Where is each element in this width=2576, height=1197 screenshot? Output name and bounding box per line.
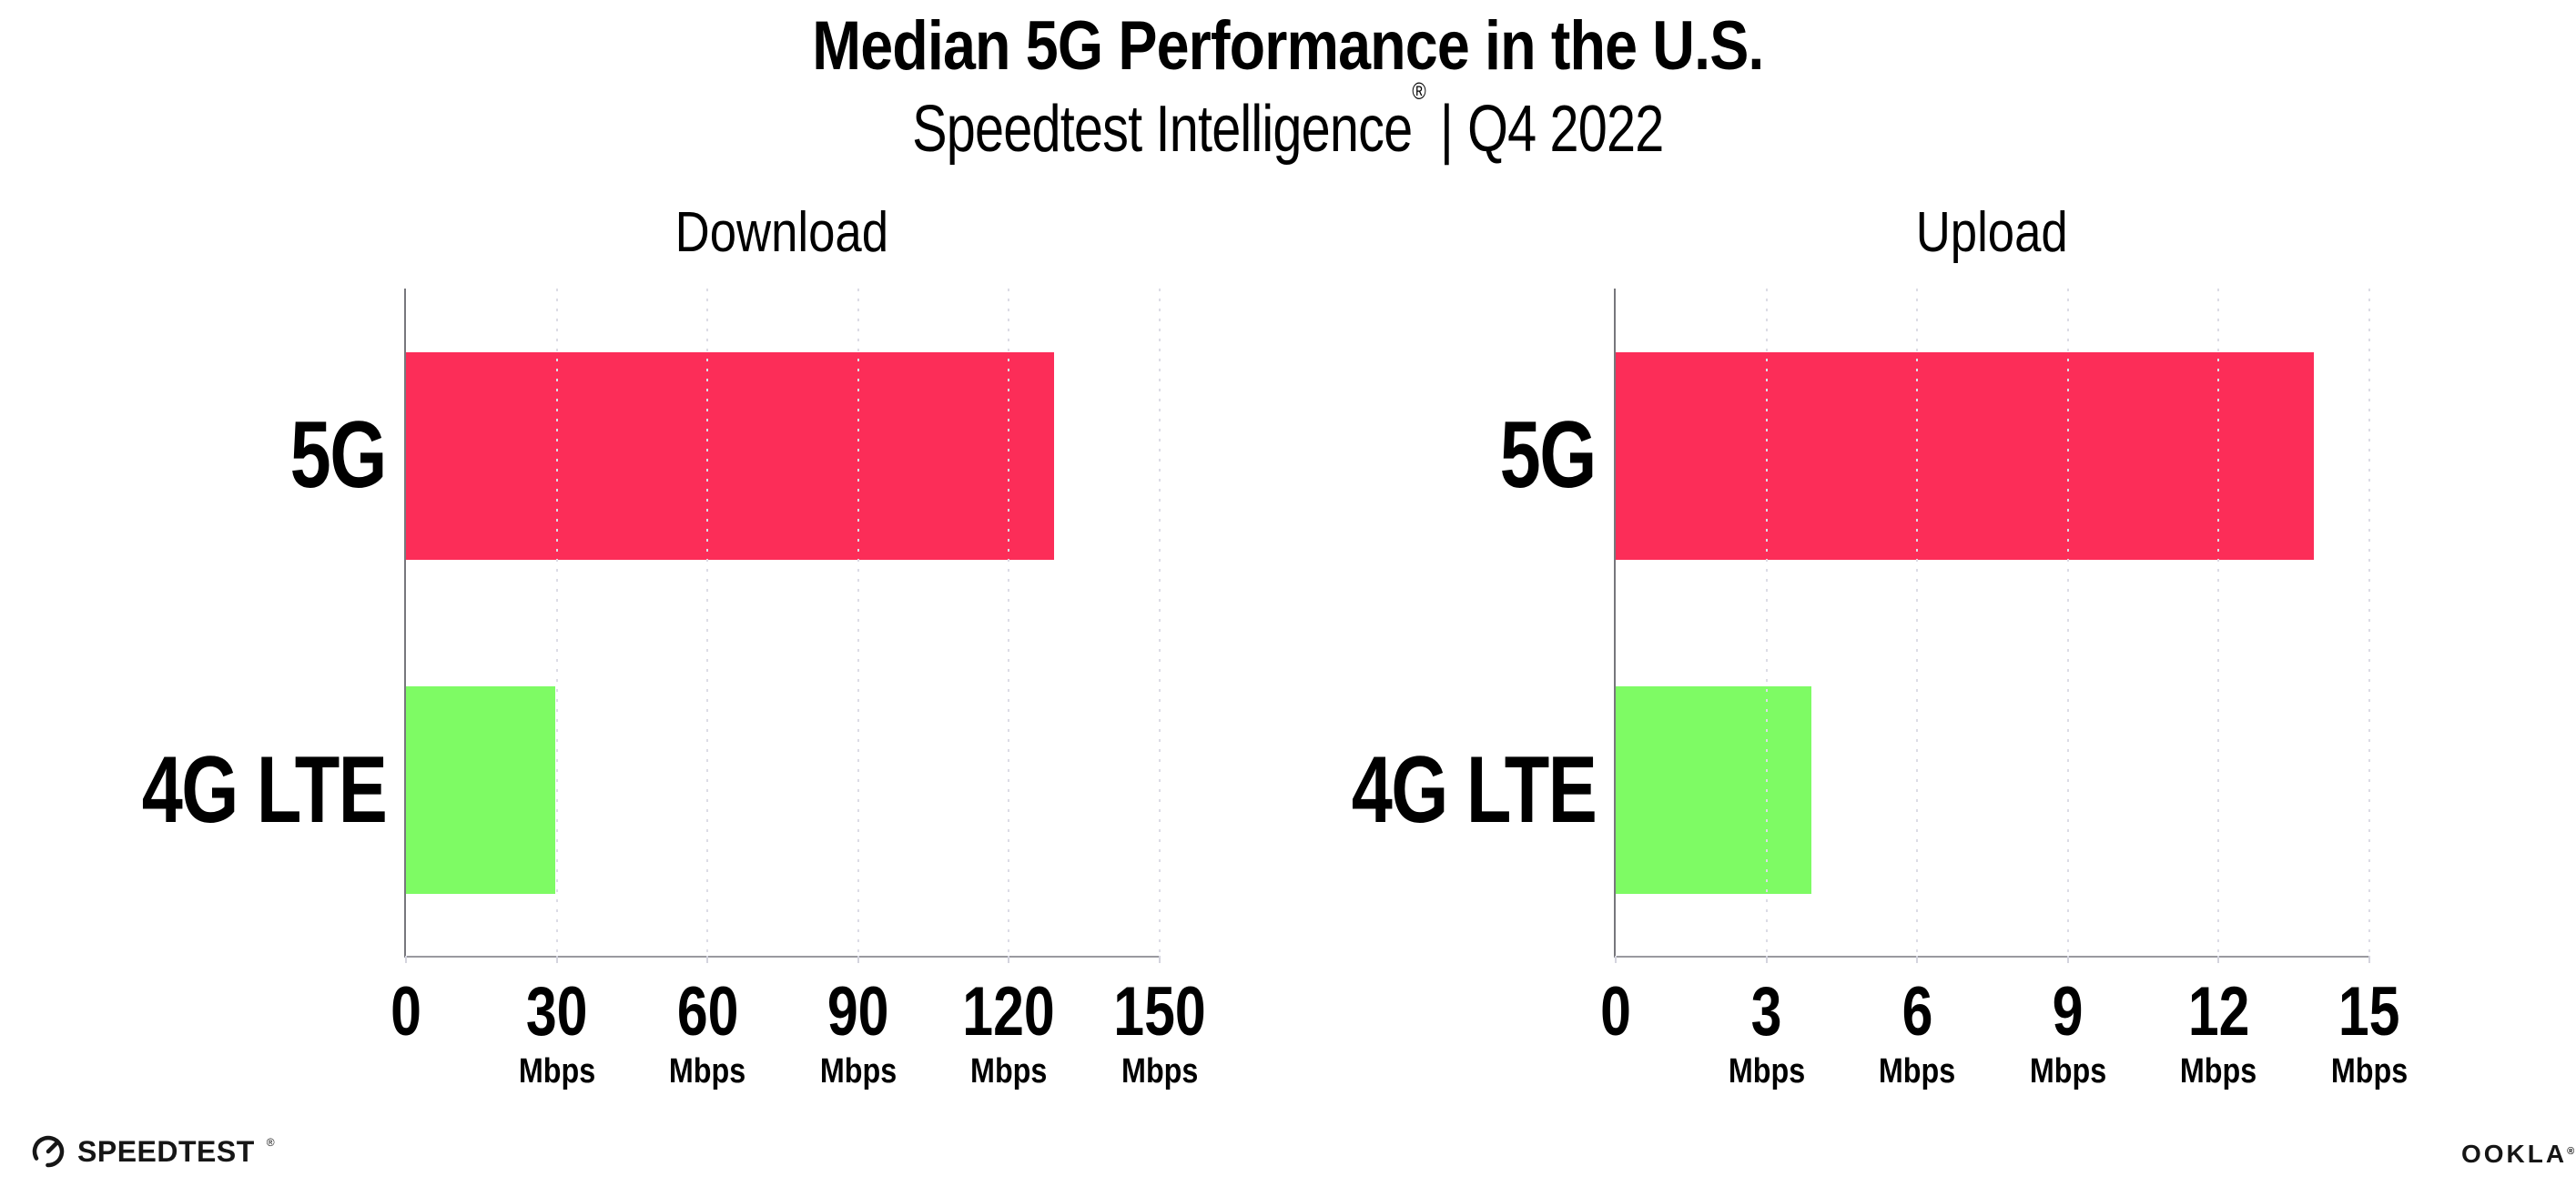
bar-4g-lte-download (406, 686, 555, 895)
subtitle-brand: Speedtest Intelligence (912, 93, 1413, 167)
x-tick-90: 90 Mbps (813, 978, 903, 1090)
tick-mark (405, 956, 407, 963)
unit-label: Mbps (1728, 1052, 1805, 1090)
ookla-logo: OOKLA® (2461, 1140, 2574, 1169)
subtitle: Speedtest Intelligence® | Q4 2022 (0, 77, 2576, 167)
band-4g-lte (1616, 624, 2369, 959)
upload-chart: Upload 5G 4G LTE 0 3 (1351, 201, 2408, 1090)
gridline-90 (857, 289, 859, 956)
unit-label: Mbps (819, 1052, 897, 1090)
ookla-wordmark: OOKLA (2461, 1140, 2568, 1168)
unit-label: Mbps (2330, 1052, 2409, 1090)
tick-mark (1916, 956, 1919, 963)
x-tick-120: 120 Mbps (951, 978, 1067, 1090)
tick-mark (2368, 956, 2370, 963)
subtitle-period: Q4 2022 (1467, 93, 1664, 167)
unit-label: Mbps (1121, 1052, 1199, 1090)
upload-plot-area: 5G 4G LTE 0 3 Mbps 6 Mbps 9 Mbps (1351, 289, 2408, 1089)
tick-mark (857, 956, 859, 963)
figure-header: Median 5G Performance in the U.S. Speedt… (0, 7, 2576, 167)
tick-mark (1615, 956, 1617, 963)
page-title: Median 5G Performance in the U.S. (0, 7, 2576, 85)
x-tick-6: 6 Mbps (1872, 978, 1962, 1090)
gridline-12 (2217, 289, 2220, 956)
x-tick-15: 15 Mbps (2324, 978, 2414, 1090)
x-tick-9: 9 Mbps (2023, 978, 2113, 1090)
unit-label: Mbps (669, 1052, 746, 1090)
unit-label: Mbps (518, 1052, 595, 1090)
tick-mark (1008, 956, 1010, 963)
x-tick-60: 60 Mbps (663, 978, 753, 1090)
speedtest-gauge-icon (30, 1133, 66, 1170)
subtitle-divider: | (1440, 93, 1454, 167)
category-label-4g-lte: 4G LTE (1351, 736, 1597, 843)
gridline-120 (1008, 289, 1010, 956)
speedtest-wordmark: SPEEDTEST (77, 1134, 255, 1168)
x-tick-30: 30 Mbps (512, 978, 602, 1090)
unit-label: Mbps (970, 1052, 1048, 1090)
tick-mark (555, 956, 558, 963)
registered-mark: ® (1412, 77, 1426, 106)
x-tick-0: 0 (1600, 973, 1631, 1050)
unit-label: Mbps (2029, 1052, 2106, 1090)
band-5g (406, 289, 1160, 624)
gridline-3 (1765, 289, 1768, 956)
unit-label: Mbps (2180, 1052, 2257, 1090)
gridline-60 (706, 289, 709, 956)
band-5g (1616, 289, 2369, 624)
gridline-15 (2368, 289, 2370, 956)
speedtest-logo: SPEEDTEST ® (30, 1133, 275, 1170)
download-chart: Download 5G 4G LTE 0 (141, 201, 1206, 1090)
bar-5g-download (406, 351, 1055, 560)
gridline-6 (1916, 289, 1919, 956)
ookla-registered-mark: ® (2567, 1146, 2575, 1157)
category-label-5g: 5G (1499, 402, 1597, 509)
tick-mark (2217, 956, 2220, 963)
tick-mark (2066, 956, 2069, 963)
download-chart-title: Download (674, 201, 889, 264)
bar-5g-upload (1616, 351, 2315, 560)
download-plot-area: 5G 4G LTE 0 30 Mbps 60 Mbps 90 Mbps (141, 289, 1206, 1089)
x-tick-12: 12 Mbps (2174, 978, 2264, 1090)
gridline-9 (2066, 289, 2069, 956)
tick-mark (1159, 956, 1161, 963)
x-tick-3: 3 Mbps (1721, 978, 1811, 1090)
gridline-150 (1159, 289, 1161, 956)
x-tick-0: 0 (390, 973, 421, 1050)
tick-mark (1765, 956, 1768, 963)
page-title-text: Median 5G Performance in the U.S. (812, 7, 1764, 85)
tick-mark (706, 956, 709, 963)
gridline-30 (555, 289, 558, 956)
speedtest-registered-mark: ® (266, 1136, 275, 1149)
band-4g-lte (406, 624, 1160, 959)
x-tick-150: 150 Mbps (1102, 978, 1218, 1090)
bar-4g-lte-upload (1616, 686, 1812, 895)
unit-label: Mbps (1879, 1052, 1956, 1090)
category-label-5g: 5G (289, 402, 388, 509)
upload-chart-title: Upload (1915, 201, 2068, 264)
category-label-4g-lte: 4G LTE (141, 736, 387, 843)
